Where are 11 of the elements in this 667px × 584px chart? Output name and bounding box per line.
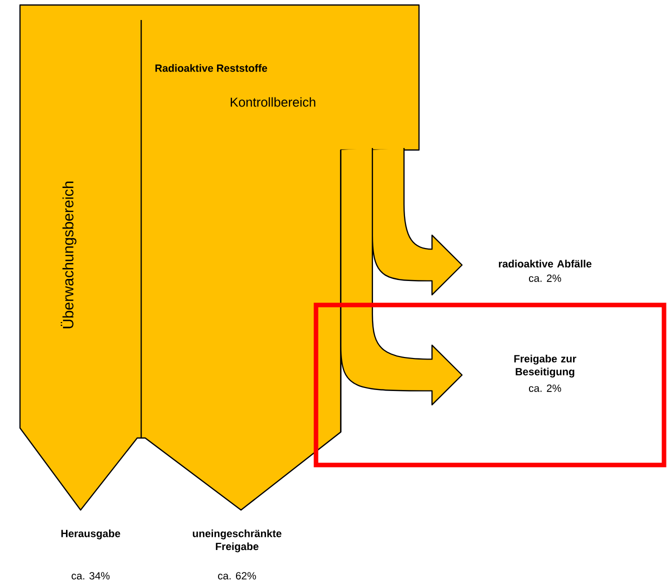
text: Radioaktive Reststoffe [155,64,268,72]
data-label: ca. 2% [528,274,562,282]
category-label: radioaktive Abfälle [498,260,592,268]
text: Überwachungsbereich [60,182,76,328]
category-label: Herausgabe [61,530,120,540]
data-label: ca. 34% [72,572,110,580]
data-label: ca. 62% [218,572,256,580]
text: Kontrollbereich [230,97,316,107]
data-label: ca. 2% [528,384,562,392]
category-label: uneingeschränkte Freigabe [192,530,282,552]
category-label: Freigabe zur Beseitigung [514,354,576,378]
